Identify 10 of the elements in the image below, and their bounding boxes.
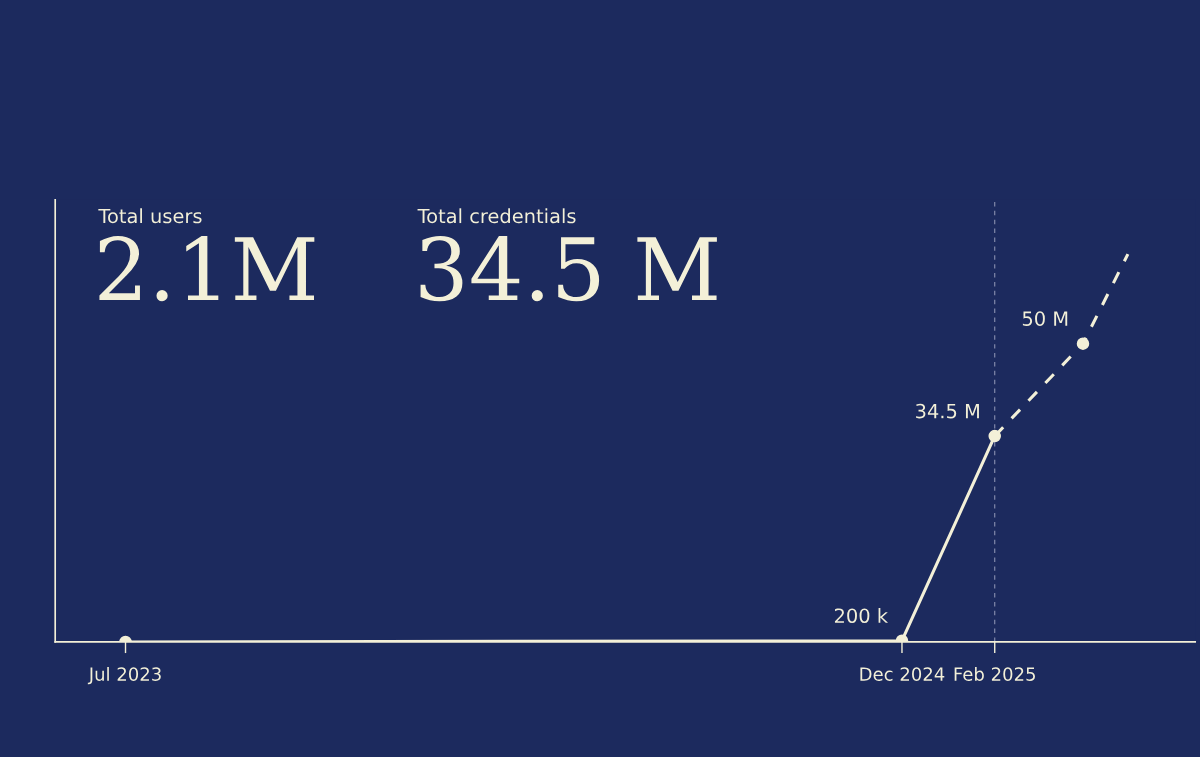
annotation: 2.1M <box>99 236 315 302</box>
data-label: 34.5 M <box>916 403 979 419</box>
text: Total users <box>98 208 202 224</box>
data-label: 50 M <box>1022 311 1068 326</box>
x-tick-label: Dec 2024 <box>860 667 945 681</box>
x-tick-label: Feb 2025 <box>954 666 1035 681</box>
text: Total credentials <box>417 208 576 224</box>
data-label: 200 k <box>834 608 889 624</box>
x-tick-label: Jul 2023 <box>87 666 161 685</box>
annotation: 34.5 M <box>420 236 717 302</box>
